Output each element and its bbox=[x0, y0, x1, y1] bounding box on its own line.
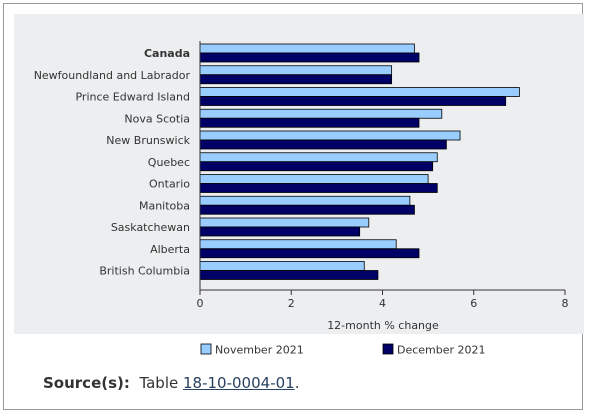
bar-november bbox=[199, 239, 397, 250]
bar-december bbox=[199, 161, 434, 172]
source-table-link[interactable]: 18-10-0004-01 bbox=[183, 374, 295, 392]
category-label: Canada bbox=[144, 47, 190, 60]
bar-december bbox=[199, 226, 361, 237]
bar-december bbox=[199, 96, 507, 106]
bar-december bbox=[199, 52, 420, 63]
category-label: Saskatchewan bbox=[111, 221, 190, 234]
category-label: Ontario bbox=[149, 178, 190, 191]
legend-label: December 2021 bbox=[397, 344, 486, 357]
legend-swatch bbox=[382, 343, 394, 355]
bar-november bbox=[199, 43, 415, 54]
legend-label: November 2021 bbox=[215, 344, 304, 357]
bar-november bbox=[199, 174, 429, 184]
bar-december bbox=[199, 117, 420, 128]
legend-swatch bbox=[200, 343, 212, 355]
source-line: Source(s): Table 18-10-0004-01. bbox=[43, 374, 299, 392]
source-suffix: . bbox=[294, 374, 300, 392]
bar-december bbox=[199, 204, 415, 215]
category-label: Nova Scotia bbox=[124, 112, 190, 125]
bar-november bbox=[199, 130, 461, 141]
bar-november bbox=[199, 261, 365, 271]
bar-november bbox=[199, 217, 370, 228]
legend: November 2021 December 2021 bbox=[200, 343, 486, 357]
bar-december bbox=[199, 139, 447, 150]
x-tick-label: 4 bbox=[379, 297, 386, 310]
bars-layer bbox=[199, 43, 520, 280]
bar-november bbox=[199, 108, 443, 119]
x-tick-label: 6 bbox=[470, 297, 477, 310]
bar-december bbox=[199, 183, 438, 193]
bar-november bbox=[199, 195, 411, 206]
category-labels: Canada Newfoundland and Labrador Prince Ed… bbox=[34, 47, 191, 278]
category-label: Manitoba bbox=[139, 199, 190, 212]
category-label: Alberta bbox=[150, 243, 190, 256]
source-text: Table bbox=[139, 374, 179, 392]
category-label: Prince Edward Island bbox=[75, 91, 190, 104]
bar-december bbox=[199, 270, 379, 280]
category-label: New Brunswick bbox=[106, 134, 190, 147]
category-label: Newfoundland and Labrador bbox=[34, 69, 191, 82]
source-label: Source(s): bbox=[43, 374, 130, 392]
x-axis: 0 2 4 6 8 bbox=[197, 41, 569, 310]
category-label: Quebec bbox=[148, 156, 190, 169]
x-tick-label: 2 bbox=[288, 297, 295, 310]
x-axis-title: 12-month % change bbox=[327, 319, 439, 332]
bar-december bbox=[199, 248, 420, 259]
x-tick-label: 0 bbox=[197, 297, 204, 310]
bar-november bbox=[199, 87, 520, 97]
chart: Canada Newfoundland and Labrador Prince Ed… bbox=[34, 41, 569, 357]
bar-december bbox=[199, 74, 393, 85]
bar-november bbox=[199, 65, 393, 76]
category-label: British Columbia bbox=[99, 265, 190, 278]
x-tick-label: 8 bbox=[562, 297, 569, 310]
bar-november bbox=[199, 152, 438, 163]
